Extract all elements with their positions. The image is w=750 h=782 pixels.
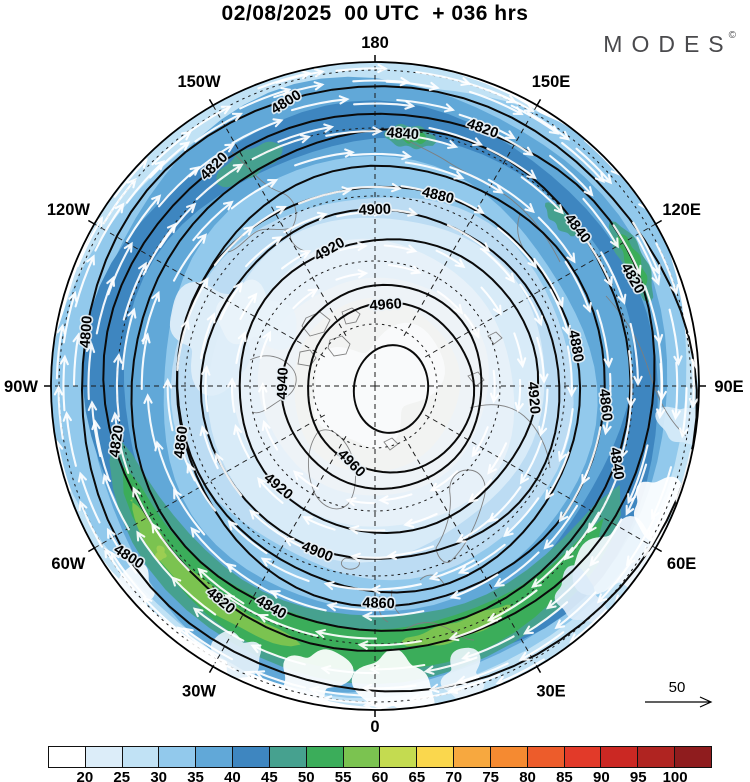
longitude-label-30E: 30E <box>536 683 565 701</box>
colorbar-cell <box>416 747 454 767</box>
colorbar-cell <box>305 747 343 767</box>
contour-line-inner <box>352 344 430 434</box>
copyright-mark: © <box>728 30 736 41</box>
wind-scale-arrow <box>645 696 713 708</box>
contour-line-4920 <box>238 238 540 535</box>
colorbar-cell <box>84 747 122 767</box>
longitude-label-150E: 150E <box>532 73 571 91</box>
colorbar-cell <box>563 747 601 767</box>
colorbar-tick-50: 50 <box>297 769 315 782</box>
longitude-label-60W: 60W <box>51 555 85 573</box>
longitude-label-90E: 90E <box>714 378 743 396</box>
longitude-label-180: 180 <box>361 34 389 52</box>
colorbar-tick-90: 90 <box>592 769 610 782</box>
polar-map: 4800480048004820482048204820482048404840… <box>4 34 744 736</box>
contour-line-4940 <box>280 283 483 490</box>
modes-logo: MODES© <box>603 30 736 58</box>
longitude-label-60E: 60E <box>667 555 696 573</box>
map-interior: 4800480048004820482048204820482048404840… <box>51 62 699 710</box>
colorbar-tick-95: 95 <box>629 769 647 782</box>
colorbar-tick-30: 30 <box>150 769 167 782</box>
colorbar-tick-45: 45 <box>260 769 278 782</box>
wind-speed-shading <box>51 62 699 710</box>
contour-label-4960: 4960 <box>369 296 402 314</box>
colorbar: 20 25 30 35 40 45 50 55 60 65 70 75 80 85 90 95 100 <box>48 746 712 782</box>
contour-label-4860: 4860 <box>362 595 395 612</box>
colorbar-tick-labels: 20 25 30 35 40 45 50 55 60 65 70 75 80 85 90 95 100 <box>48 768 712 782</box>
colorbar-cell <box>158 747 196 767</box>
wind-arrows <box>53 63 699 710</box>
contour-label-4860: 4860 <box>595 388 614 422</box>
colorbar-cell <box>637 747 675 767</box>
contour-label-4840: 4840 <box>386 125 419 143</box>
modes-logo-text: MODES <box>603 31 733 57</box>
colorbar-cells <box>48 746 712 768</box>
colorbar-tick-40: 40 <box>224 769 241 782</box>
rim-ticks <box>44 55 706 717</box>
contour-label-4820: 4820 <box>107 424 127 458</box>
colorbar-cell <box>674 747 711 767</box>
colorbar-cell <box>195 747 233 767</box>
contour-label-4860: 4860 <box>172 425 192 459</box>
colorbar-tick-25: 25 <box>113 769 131 782</box>
graticule <box>51 62 699 710</box>
colorbar-tick-100: 100 <box>662 769 688 782</box>
colorbar-tick-65: 65 <box>408 769 426 782</box>
longitude-labels: 180 150E 120E 90E 60E 30E 0 30W 60W 90W 120W 150W <box>4 34 744 736</box>
contour-label-4800: 4800 <box>78 315 96 348</box>
longitude-label-150W: 150W <box>177 73 221 91</box>
longitude-label-120E: 120E <box>662 201 701 219</box>
contour-label-4840: 4840 <box>606 446 626 480</box>
contour-label-4900: 4900 <box>358 202 391 219</box>
colorbar-tick-20: 20 <box>76 769 94 782</box>
colorbar-cell <box>526 747 564 767</box>
colorbar-cell <box>453 747 490 767</box>
longitude-label-0: 0 <box>370 718 379 736</box>
colorbar-cell <box>121 747 159 767</box>
longitude-label-120W: 120W <box>47 201 91 219</box>
colorbar-cell <box>232 747 269 767</box>
longitude-label-30W: 30W <box>182 683 216 701</box>
contour-line-4800 <box>80 85 698 693</box>
contour-line-4960 <box>307 301 476 474</box>
colorbar-tick-80: 80 <box>519 769 536 782</box>
jet-stream-band <box>401 604 512 647</box>
colorbar-cell <box>489 747 527 767</box>
colorbar-tick-70: 70 <box>445 769 463 782</box>
chart-title: 02/08/2025 00 UTC + 036 hrs <box>221 2 529 25</box>
colorbar-tick-85: 85 <box>556 769 573 782</box>
contour-label-4920: 4920 <box>524 381 543 415</box>
longitude-label-90W: 90W <box>4 378 38 396</box>
colorbar-cell <box>342 747 380 767</box>
colorbar-tick-75: 75 <box>482 769 499 782</box>
wind-scale: 50 <box>645 679 713 708</box>
colorbar-cell <box>379 747 417 767</box>
contour-label-4940: 4940 <box>275 367 292 400</box>
wind-scale-label: 50 <box>669 679 686 696</box>
colorbar-cell <box>600 747 638 767</box>
colorbar-tick-35: 35 <box>187 769 204 782</box>
colorbar-tick-60: 60 <box>371 769 389 782</box>
colorbar-cell <box>268 747 306 767</box>
colorbar-tick-55: 55 <box>334 769 352 782</box>
jet-stream-band <box>544 202 577 237</box>
colorbar-cell <box>49 747 85 767</box>
